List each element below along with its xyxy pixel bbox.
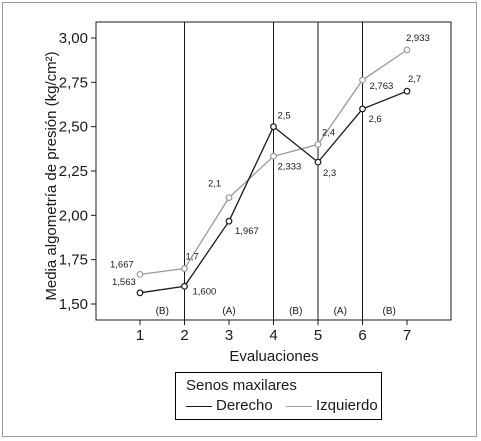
data-point-derecho	[314, 158, 322, 166]
data-point-izquierdo	[314, 140, 322, 148]
legend: Senos maxilares Derecho Izquierdo	[175, 372, 382, 420]
data-label-izquierdo: 2,333	[278, 161, 302, 172]
data-point-derecho	[270, 123, 277, 131]
legend-swatch-derecho	[186, 406, 212, 407]
x-tick-label: 2	[180, 327, 188, 344]
data-point-izquierdo	[403, 46, 411, 54]
x-tick-label: 7	[403, 327, 411, 344]
y-tick-label: 1,50	[59, 296, 88, 313]
data-point-derecho	[181, 282, 188, 290]
data-label-izquierdo: 2,763	[370, 81, 394, 92]
y-tick-label: 2,25	[59, 163, 88, 180]
x-tick-label: 3	[225, 327, 233, 344]
legend-title: Senos maxilares	[186, 377, 297, 394]
data-label-izquierdo: 2,1	[208, 179, 221, 190]
y-tick-label: 1,75	[59, 252, 88, 269]
y-tick-label: 2,50	[59, 119, 88, 136]
x-axis-label: Evaluaciones	[229, 348, 318, 365]
data-label-izquierdo: 2,933	[406, 33, 430, 44]
x-tick-label: 4	[269, 327, 277, 344]
chart-frame	[2, 2, 477, 437]
data-point-izquierdo	[270, 152, 277, 160]
x-tick-label: 6	[358, 327, 366, 344]
y-axis-label: Media algometría de presión (kg/cm²)	[43, 51, 60, 300]
plot-area: 1,50 1,75 2,00 2,25 2,50 2,75 3,00 1 2 3 4 5 6 7 (B) (A…	[59, 21, 452, 344]
data-point-derecho	[136, 289, 144, 297]
data-label-derecho: 2,5	[278, 111, 291, 122]
data-label-derecho: 2,6	[369, 114, 382, 125]
legend-label-derecho: Derecho	[216, 397, 273, 414]
phase-label: (A)	[334, 306, 347, 317]
data-point-izquierdo	[225, 194, 233, 202]
x-tick-label: 5	[314, 327, 322, 344]
data-label-derecho: 1,600	[193, 286, 217, 297]
legend-label-izquierdo: Izquierdo	[316, 397, 378, 414]
data-label-derecho: 1,967	[235, 226, 259, 237]
data-label-izquierdo: 2,4	[322, 127, 335, 138]
data-label-izquierdo: 1,667	[110, 259, 134, 270]
data-point-izquierdo	[181, 265, 188, 272]
phase-label: (B)	[289, 306, 302, 317]
x-tick-label: 1	[136, 327, 144, 344]
data-point-izquierdo	[359, 76, 366, 84]
phase-label: (B)	[383, 306, 396, 317]
y-tick-label: 2,00	[59, 207, 88, 224]
data-label-izquierdo: 1,7	[186, 252, 199, 263]
data-point-derecho	[359, 105, 366, 113]
data-point-izquierdo	[136, 270, 144, 278]
y-tick-label: 2,75	[59, 74, 88, 91]
legend-swatch-izquierdo	[286, 406, 312, 407]
y-tick-label: 3,00	[59, 30, 88, 47]
data-point-derecho	[403, 87, 411, 95]
data-point-derecho	[225, 217, 233, 225]
data-label-derecho: 2,7	[408, 74, 421, 85]
phase-label: (A)	[222, 306, 235, 317]
phase-label: (B)	[156, 306, 169, 317]
data-label-derecho: 1,563	[112, 277, 136, 288]
data-label-derecho: 2,3	[323, 168, 336, 179]
